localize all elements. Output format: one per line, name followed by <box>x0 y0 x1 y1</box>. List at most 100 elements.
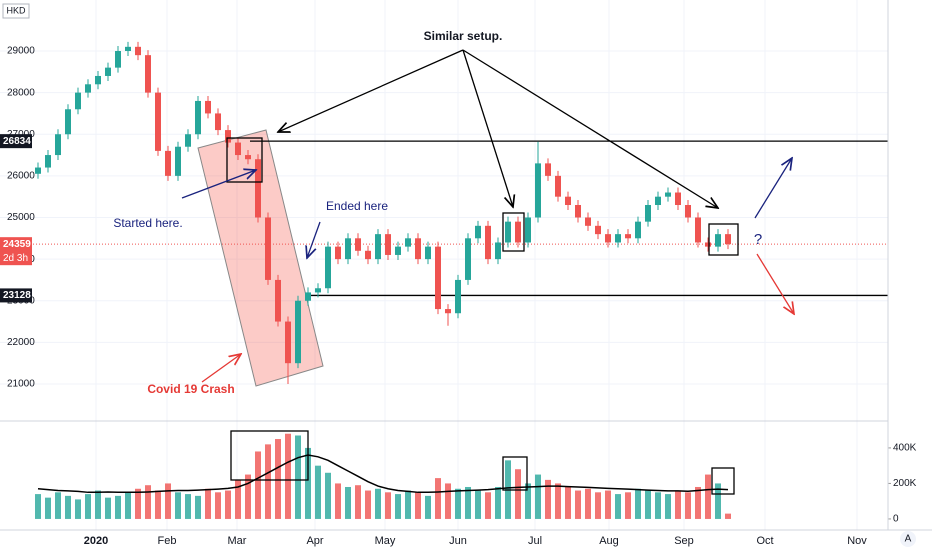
candle-body <box>365 250 371 260</box>
volume-bar <box>135 488 141 519</box>
auto-scale-button[interactable] <box>900 531 916 547</box>
volume-bar <box>665 494 671 519</box>
volume-bar <box>345 486 351 519</box>
volume-bar <box>525 483 531 519</box>
candle-body <box>195 100 201 135</box>
currency-box <box>2 3 30 19</box>
volume-bar <box>165 483 171 519</box>
x-tick-label: Feb <box>158 535 177 547</box>
candle-body <box>585 217 591 226</box>
volume-bar <box>605 490 611 519</box>
y-tick-label: 21000 <box>7 379 35 390</box>
candle-body <box>435 246 441 310</box>
candle-body <box>475 225 481 239</box>
candle-body <box>505 221 511 243</box>
candle-body <box>645 205 651 222</box>
candle-body <box>375 234 381 260</box>
candle-body <box>565 196 571 206</box>
volume-bar <box>475 490 481 519</box>
volume-bar <box>395 494 401 519</box>
volume-bar <box>185 494 191 519</box>
candle-body <box>665 192 671 197</box>
price-label: 26834 <box>3 136 31 147</box>
annotation: ? <box>754 231 762 248</box>
candle-body <box>75 92 81 110</box>
volume-bar <box>325 472 331 519</box>
volume-bar <box>355 485 361 519</box>
volume-bar <box>255 451 261 519</box>
y-tick-label: 22000 <box>7 337 35 348</box>
volume-bar <box>245 474 251 519</box>
x-tick-label: 2020 <box>84 535 108 547</box>
candle-body <box>535 163 541 218</box>
price-label-box <box>0 134 32 149</box>
price-label-box <box>0 288 32 303</box>
annotation-arrows <box>181 49 794 383</box>
candle-body <box>395 246 401 255</box>
candle-body <box>105 67 111 76</box>
volume-bar <box>235 479 241 519</box>
volume-bar <box>35 494 41 519</box>
volume-bar <box>635 488 641 519</box>
volume-bar <box>515 469 521 519</box>
candle-body <box>215 113 221 131</box>
candle-body <box>615 234 621 243</box>
candle-body <box>225 130 231 143</box>
volume-bar <box>265 444 271 519</box>
volume-bar <box>615 494 621 519</box>
candle-body <box>485 225 491 260</box>
candle-body <box>715 234 721 247</box>
annotation: Similar setup. <box>424 29 503 43</box>
volume-bar <box>545 479 551 519</box>
candle-body <box>355 238 361 251</box>
candle-body <box>555 175 561 197</box>
volume-bar <box>455 488 461 519</box>
annotation: Started here. <box>113 216 182 230</box>
candle-body <box>695 217 701 243</box>
volume-bar <box>565 486 571 519</box>
candle-body <box>145 55 151 93</box>
volume-bar <box>575 490 581 519</box>
annotation-boxes <box>226 137 739 495</box>
candle-body <box>285 321 291 364</box>
candle-body <box>675 192 681 206</box>
candle-body <box>685 205 691 218</box>
volume-bar <box>435 478 441 519</box>
candle-body <box>205 100 211 114</box>
volume-bar <box>305 447 311 519</box>
candle-body <box>35 167 41 174</box>
candle-body <box>305 292 311 301</box>
y-tick-label: 0 <box>893 514 899 525</box>
volume-bar <box>685 492 691 519</box>
volume-bar <box>365 490 371 519</box>
candle-body <box>465 238 471 280</box>
candle-body <box>115 50 121 68</box>
candle-body <box>445 309 451 314</box>
candle-body <box>635 221 641 239</box>
auto-scale-label[interactable]: A <box>905 534 912 545</box>
x-tick-label: May <box>375 535 396 547</box>
candle-body <box>385 234 391 255</box>
volume-bar <box>595 492 601 519</box>
volume-bar <box>725 513 731 519</box>
annotation: Ended here <box>326 199 388 213</box>
volume-bar <box>285 433 291 519</box>
candle-body <box>265 217 271 280</box>
candle-body <box>185 134 191 147</box>
y-tick-label: 25000 <box>7 212 35 223</box>
volume-bar <box>485 492 491 519</box>
volume-bar <box>225 490 231 519</box>
volume-bar <box>465 486 471 519</box>
volume-bar <box>425 495 431 519</box>
candle-body <box>275 279 281 322</box>
volume-bar <box>535 474 541 519</box>
volume-bar <box>275 439 281 519</box>
x-tick-label: Apr <box>306 535 323 547</box>
candle-body <box>545 163 551 176</box>
candle-body <box>295 300 301 364</box>
volume-bar <box>555 483 561 519</box>
y-tick-label: 400K <box>893 443 917 454</box>
volume-bar <box>625 492 631 519</box>
volume-bar <box>675 490 681 519</box>
x-tick-label: Jun <box>449 535 467 547</box>
